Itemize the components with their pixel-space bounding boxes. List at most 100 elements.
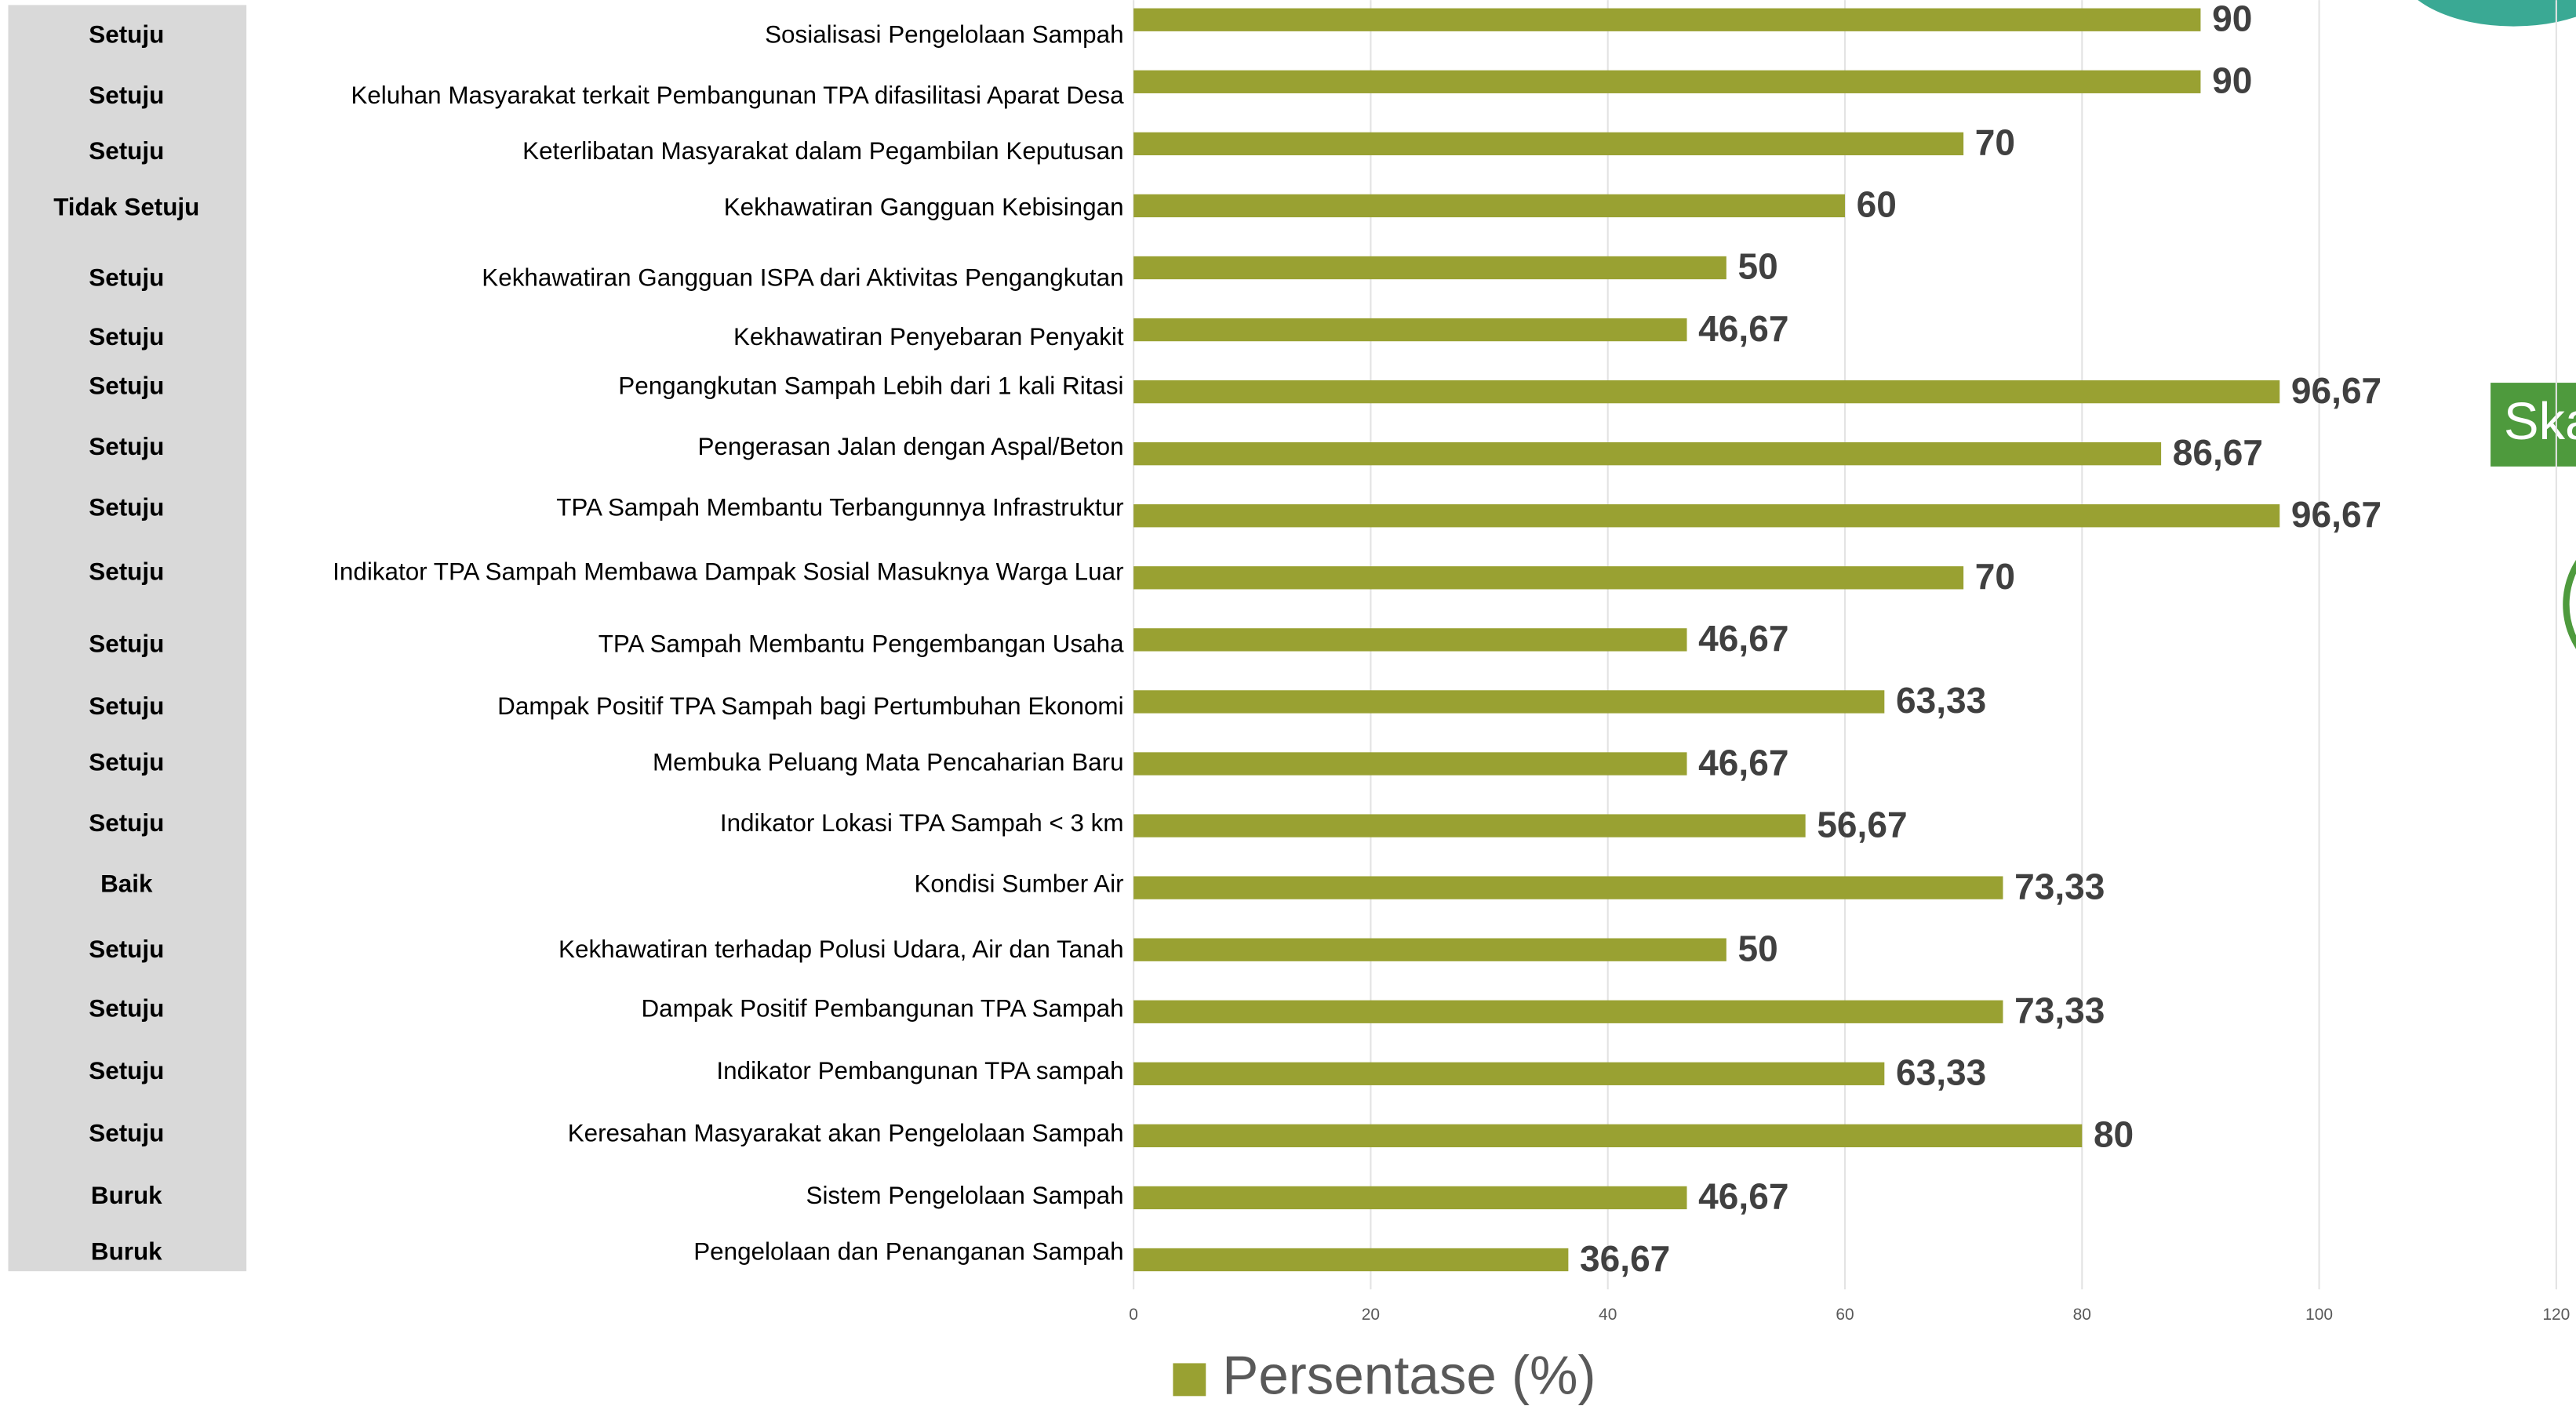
category-label: Kekhawatiran Gangguan ISPA dari Aktivita… bbox=[482, 263, 1123, 291]
value-label: 46,67 bbox=[1698, 308, 1788, 349]
status-label: Setuju bbox=[89, 82, 164, 109]
bar bbox=[1133, 380, 2280, 404]
status-label: Buruk bbox=[91, 1182, 162, 1209]
bar bbox=[1133, 876, 2003, 899]
category-label: Pengerasan Jalan dengan Aspal/Beton bbox=[697, 433, 1123, 460]
status-label: Setuju bbox=[89, 20, 164, 48]
category-label: Indikator Lokasi TPA Sampah < 3 km bbox=[720, 809, 1124, 837]
value-label: 96,67 bbox=[2291, 494, 2381, 535]
category-label: Sosialisasi Pengelolaan Sampah bbox=[765, 20, 1123, 48]
status-label: Setuju bbox=[89, 994, 164, 1022]
bar bbox=[1133, 814, 1806, 837]
value-label: 90 bbox=[2212, 0, 2252, 39]
status-label: Setuju bbox=[89, 137, 164, 165]
status-label: Setuju bbox=[89, 372, 164, 400]
bar bbox=[1133, 690, 1885, 714]
status-label: Setuju bbox=[89, 1120, 164, 1147]
bar bbox=[1133, 1248, 1569, 1272]
bar bbox=[1133, 628, 1687, 652]
category-label: Indikator TPA Sampah Membawa Dampak Sosi… bbox=[333, 558, 1123, 585]
bar bbox=[1133, 8, 2201, 31]
category-label: Keluhan Masyarakat terkait Pembangunan T… bbox=[351, 82, 1124, 109]
category-label: Indikator Pembangunan TPA sampah bbox=[716, 1057, 1123, 1084]
value-label: 46,67 bbox=[1698, 742, 1788, 783]
status-label: Setuju bbox=[89, 809, 164, 837]
bar bbox=[1133, 194, 1845, 218]
status-label: Setuju bbox=[89, 494, 164, 521]
status-label: Setuju bbox=[89, 1057, 164, 1084]
category-label: Keresahan Masyarakat akan Pengelolaan Sa… bbox=[568, 1120, 1124, 1147]
status-label: Tidak Setuju bbox=[53, 193, 199, 220]
x-tick-label: 100 bbox=[2305, 1306, 2333, 1324]
value-label: 96,67 bbox=[2291, 370, 2381, 411]
bar bbox=[1133, 256, 1726, 280]
value-label: 70 bbox=[1975, 556, 2015, 597]
x-tick-label: 0 bbox=[1129, 1306, 1138, 1324]
bar bbox=[1133, 566, 1964, 590]
category-label: TPA Sampah Membantu Pengembangan Usaha bbox=[599, 630, 1124, 657]
bar bbox=[1133, 1062, 1885, 1085]
side-label: Ska bbox=[2504, 392, 2576, 451]
status-label: Setuju bbox=[89, 558, 164, 585]
value-label: 86,67 bbox=[2173, 432, 2263, 473]
value-label: 63,33 bbox=[1896, 1052, 1986, 1093]
value-label: 50 bbox=[1738, 246, 1778, 287]
value-label: 36,67 bbox=[1580, 1238, 1670, 1279]
status-label: Setuju bbox=[89, 323, 164, 351]
category-label: Pengangkutan Sampah Lebih dari 1 kali Ri… bbox=[618, 372, 1123, 400]
bar bbox=[1133, 132, 1964, 156]
x-tick-label: 120 bbox=[2542, 1306, 2570, 1324]
x-tick-label: 80 bbox=[2073, 1306, 2091, 1324]
bar bbox=[1133, 318, 1687, 342]
status-label: Setuju bbox=[89, 692, 164, 720]
bar bbox=[1133, 442, 2162, 466]
category-label: Kekhawatiran terhadap Polusi Udara, Air … bbox=[558, 936, 1124, 963]
value-label: 46,67 bbox=[1698, 618, 1788, 659]
category-label: Kekhawatiran Gangguan Kebisingan bbox=[724, 193, 1124, 220]
bar bbox=[1133, 752, 1687, 776]
value-label: 73,33 bbox=[2014, 866, 2105, 906]
value-label: 73,33 bbox=[2014, 990, 2105, 1031]
plot: Sosialisasi Pengelolaan Sampah Setuju 90 Ke… bbox=[53, 0, 2381, 1279]
x-tick-label: 60 bbox=[1836, 1306, 1854, 1324]
bar bbox=[1133, 1000, 2003, 1023]
value-label: 60 bbox=[1857, 184, 1897, 225]
x-tick-label: 40 bbox=[1599, 1306, 1617, 1324]
bar bbox=[1133, 1124, 2083, 1148]
value-label: 46,67 bbox=[1698, 1176, 1788, 1217]
status-label: Setuju bbox=[89, 263, 164, 291]
category-label: Dampak Positif Pembangunan TPA Sampah bbox=[641, 994, 1123, 1022]
value-label: 50 bbox=[1738, 928, 1778, 968]
legend-swatch bbox=[1173, 1363, 1206, 1397]
value-label: 70 bbox=[1975, 122, 2015, 163]
category-label: TPA Sampah Membantu Terbangunnya Infrast… bbox=[556, 494, 1123, 521]
category-label: Kondisi Sumber Air bbox=[914, 870, 1123, 897]
category-label: Kekhawatiran Penyebaran Penyakit bbox=[733, 323, 1124, 351]
value-label: 90 bbox=[2212, 60, 2252, 101]
category-label: Keterlibatan Masyarakat dalam Pegambilan… bbox=[522, 137, 1123, 165]
status-label: Baik bbox=[100, 870, 153, 897]
status-label: Setuju bbox=[89, 433, 164, 460]
bar bbox=[1133, 938, 1726, 961]
category-label: Dampak Positif TPA Sampah bagi Pertumbuh… bbox=[497, 692, 1123, 720]
legend-label: Persentase (%) bbox=[1222, 1345, 1595, 1406]
decor-circle bbox=[2563, 560, 2576, 649]
status-column bbox=[8, 5, 247, 1272]
side-box bbox=[2490, 383, 2576, 467]
bar bbox=[1133, 1186, 1687, 1210]
value-label: 63,33 bbox=[1896, 680, 1986, 721]
status-label: Setuju bbox=[89, 630, 164, 657]
x-tick-label: 20 bbox=[1362, 1306, 1380, 1324]
category-label: Sistem Pengelolaan Sampah bbox=[806, 1182, 1124, 1209]
status-label: Setuju bbox=[89, 748, 164, 776]
bar bbox=[1133, 504, 2280, 528]
decor-shape bbox=[2418, 0, 2576, 27]
value-label: 80 bbox=[2094, 1114, 2134, 1155]
value-label: 56,67 bbox=[1817, 804, 1907, 845]
status-label: Setuju bbox=[89, 936, 164, 963]
status-label: Buruk bbox=[91, 1237, 162, 1265]
category-label: Membuka Peluang Mata Pencaharian Baru bbox=[653, 748, 1124, 776]
category-label: Pengelolaan dan Penanganan Sampah bbox=[693, 1237, 1123, 1265]
